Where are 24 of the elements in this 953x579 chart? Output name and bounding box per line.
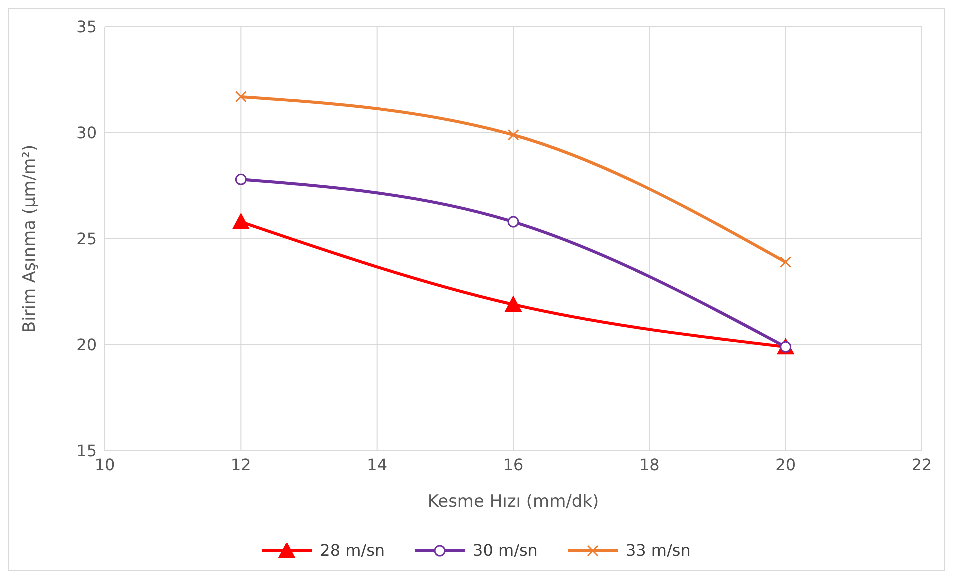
point bbox=[780, 256, 792, 268]
y-tick-label: 35 bbox=[76, 18, 97, 37]
point bbox=[508, 129, 520, 141]
y-tick-label: 20 bbox=[76, 336, 97, 355]
point bbox=[505, 296, 522, 312]
x-tick-label: 16 bbox=[503, 455, 524, 474]
y-tick-label: 30 bbox=[76, 124, 97, 143]
x-tick-label: 22 bbox=[912, 455, 932, 474]
point bbox=[235, 91, 247, 103]
x-tick-label: 18 bbox=[639, 455, 660, 474]
x-tick-label: 20 bbox=[776, 455, 796, 474]
legend-label: 33 m/sn bbox=[626, 541, 691, 560]
legend-label: 28 m/sn bbox=[320, 541, 386, 560]
y-tick-label: 25 bbox=[76, 230, 97, 249]
legend-label: 30 m/sn bbox=[473, 541, 538, 560]
x-tick-label: 14 bbox=[367, 455, 388, 474]
point bbox=[232, 214, 250, 230]
x-tick-label: 10 bbox=[94, 455, 116, 474]
x-tick-label: 12 bbox=[230, 455, 252, 474]
y-axis-title: Birim Aşınma (µm/m²) bbox=[20, 144, 40, 334]
point bbox=[508, 216, 520, 228]
point bbox=[235, 174, 247, 186]
y-tick-label: 15 bbox=[76, 442, 97, 461]
x-axis-title: Kesme Hızı (mm/dk) bbox=[428, 492, 600, 512]
